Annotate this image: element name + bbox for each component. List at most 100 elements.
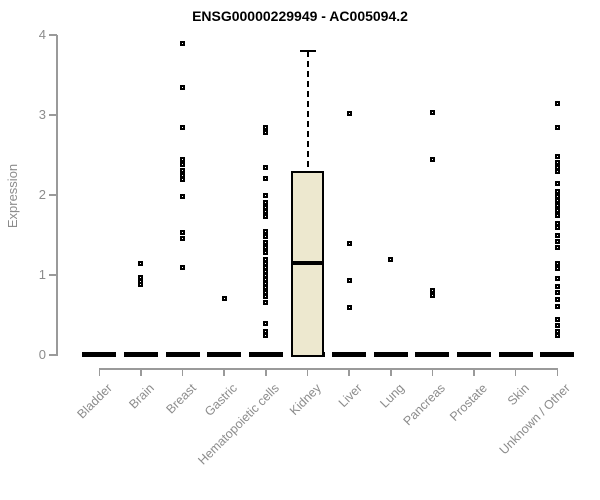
data-point xyxy=(554,180,560,186)
data-point xyxy=(554,207,560,213)
data-point xyxy=(346,278,352,284)
data-point xyxy=(554,220,560,226)
y-tick xyxy=(49,34,57,36)
data-point xyxy=(554,328,560,334)
zero-expression-dash xyxy=(207,352,242,357)
y-tick xyxy=(49,194,57,196)
x-tick xyxy=(223,368,225,376)
data-point xyxy=(180,194,186,200)
data-point xyxy=(554,322,560,328)
data-point xyxy=(180,40,186,46)
x-tick xyxy=(140,368,142,376)
data-point xyxy=(263,204,269,210)
x-tick xyxy=(390,368,392,376)
data-point xyxy=(180,167,186,173)
data-point xyxy=(554,212,560,218)
data-point xyxy=(554,159,560,165)
data-point xyxy=(263,130,269,136)
data-point xyxy=(180,84,186,90)
zero-expression-dash xyxy=(332,352,367,357)
data-point xyxy=(180,230,186,236)
data-point xyxy=(554,275,560,281)
data-point xyxy=(554,100,560,106)
y-tick xyxy=(49,114,57,116)
y-tick-label: 1 xyxy=(38,267,46,282)
data-point xyxy=(346,110,352,116)
y-tick xyxy=(49,354,57,356)
x-tick xyxy=(181,368,184,376)
data-point xyxy=(429,292,435,298)
data-point xyxy=(263,199,269,205)
data-point xyxy=(429,287,435,293)
data-point xyxy=(554,202,560,208)
zero-expression-dash xyxy=(82,352,117,357)
data-point xyxy=(554,245,560,251)
data-point xyxy=(554,317,560,323)
data-point xyxy=(263,333,269,339)
data-point xyxy=(554,296,560,302)
data-point xyxy=(221,295,227,301)
data-point xyxy=(263,192,269,198)
chart-title: ENSG00000229949 - AC005094.2 xyxy=(192,8,408,24)
data-point xyxy=(554,266,560,272)
data-point xyxy=(263,214,269,220)
zero-expression-dash xyxy=(165,352,200,357)
data-point xyxy=(554,238,560,244)
data-point xyxy=(429,110,435,116)
x-tick xyxy=(265,368,267,376)
x-tick xyxy=(473,368,475,376)
x-tick xyxy=(514,368,517,376)
x-tick xyxy=(431,368,434,376)
zero-expression-dash xyxy=(540,352,575,357)
data-point xyxy=(180,157,186,163)
data-point xyxy=(263,294,269,300)
data-point xyxy=(554,283,560,289)
x-tick xyxy=(98,368,101,376)
data-point xyxy=(263,250,269,256)
data-point xyxy=(554,124,560,130)
data-point xyxy=(180,162,186,168)
data-point xyxy=(263,285,269,291)
data-point xyxy=(180,172,186,178)
data-point xyxy=(346,304,352,310)
y-tick-label: 2 xyxy=(38,187,46,202)
y-tick-label: 4 xyxy=(38,27,46,42)
x-tick xyxy=(306,368,309,376)
data-point xyxy=(554,303,560,309)
zero-expression-dash xyxy=(248,352,283,357)
data-point xyxy=(554,169,560,175)
data-point xyxy=(554,290,560,296)
data-point xyxy=(554,333,560,339)
data-point xyxy=(554,225,560,231)
data-point xyxy=(263,245,269,251)
data-point xyxy=(429,157,435,163)
data-point xyxy=(554,154,560,160)
data-point xyxy=(138,260,144,266)
y-tick xyxy=(49,274,57,276)
data-point xyxy=(180,125,186,131)
data-point xyxy=(263,175,269,181)
zero-expression-dash xyxy=(457,352,492,357)
x-tick xyxy=(556,368,559,376)
data-point xyxy=(263,165,269,171)
y-tick-label: 3 xyxy=(38,107,46,122)
data-point xyxy=(388,257,394,263)
box-median xyxy=(291,261,324,265)
zero-expression-dash xyxy=(498,352,533,357)
zero-expression-dash xyxy=(415,352,450,357)
data-point xyxy=(263,228,269,234)
zero-expression-dash xyxy=(123,352,158,357)
zero-expression-dash xyxy=(373,352,408,357)
data-point xyxy=(180,177,186,183)
y-tick-label: 0 xyxy=(38,347,46,362)
data-point xyxy=(554,164,560,170)
data-point xyxy=(263,299,269,305)
data-point xyxy=(554,260,560,266)
data-point xyxy=(346,240,352,246)
x-tick xyxy=(348,368,350,376)
whisker-cap xyxy=(299,50,316,52)
data-point xyxy=(180,235,186,241)
data-point xyxy=(138,282,144,288)
data-point xyxy=(554,198,560,204)
